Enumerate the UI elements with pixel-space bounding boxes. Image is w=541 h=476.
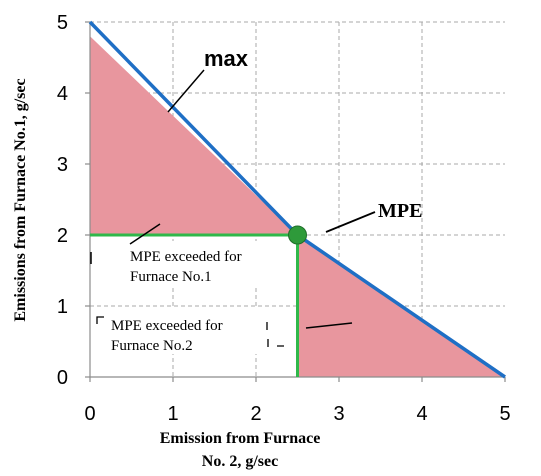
y-axis-title: Emissions from Furnace No.1, g/sec xyxy=(12,78,29,321)
x-tick-label-3: 3 xyxy=(333,403,344,425)
furnace2-label-box xyxy=(98,308,266,354)
x-tick-labels: 0 1 2 3 4 5 xyxy=(84,403,510,425)
furnace1-label-line1: MPE exceeded for xyxy=(130,249,242,265)
x-axis-title: Emission from Furnace No. 2, g/sec xyxy=(160,430,321,470)
furnace2-bracket-right xyxy=(266,322,284,347)
max-annotation-label: max xyxy=(204,46,249,71)
y-tick-label-3: 3 xyxy=(57,154,68,176)
y-tick-labels: 0 1 2 3 4 5 xyxy=(57,12,68,389)
y-tick-label-4: 4 xyxy=(57,83,68,105)
mpe-annotation-pointer xyxy=(325,211,376,233)
x-tick-label-0: 0 xyxy=(84,403,95,425)
mpe-point xyxy=(288,225,307,245)
x-tick-label-2: 2 xyxy=(250,403,261,425)
y-tick-label-0: 0 xyxy=(57,367,68,389)
y-tick-label-1: 1 xyxy=(57,296,68,318)
annotations: max MPE MPE exceeded for Furnace No.1 MP… xyxy=(90,46,422,354)
furnace2-annotation-pointer xyxy=(305,322,353,329)
furnace1-label-box xyxy=(124,241,284,287)
mpe-point-group xyxy=(288,225,307,245)
y-tick-label-2: 2 xyxy=(57,225,68,247)
shaded-region-furnace1 xyxy=(90,36,298,236)
furnace2-label-line1: MPE exceeded for xyxy=(111,318,223,334)
x-tick-label-4: 4 xyxy=(416,403,427,425)
max-annotation-pointer xyxy=(167,69,205,113)
x-tick-label-1: 1 xyxy=(167,403,178,425)
mpe-annotation-label: MPE xyxy=(378,200,422,222)
y-tick-label-5: 5 xyxy=(57,12,68,34)
furnace1-label-line2: Furnace No.1 xyxy=(130,269,212,285)
x-axis-title-line2: No. 2, g/sec xyxy=(202,453,278,470)
x-axis-title-line1: Emission from Furnace xyxy=(160,430,321,447)
mpe-lines xyxy=(90,233,299,377)
x-tick-label-5: 5 xyxy=(499,403,510,425)
furnace2-label-line2: Furnace No.2 xyxy=(111,338,193,354)
furnace1-annotation-pointer xyxy=(129,223,161,245)
furnace2-bracket-left xyxy=(96,316,104,324)
